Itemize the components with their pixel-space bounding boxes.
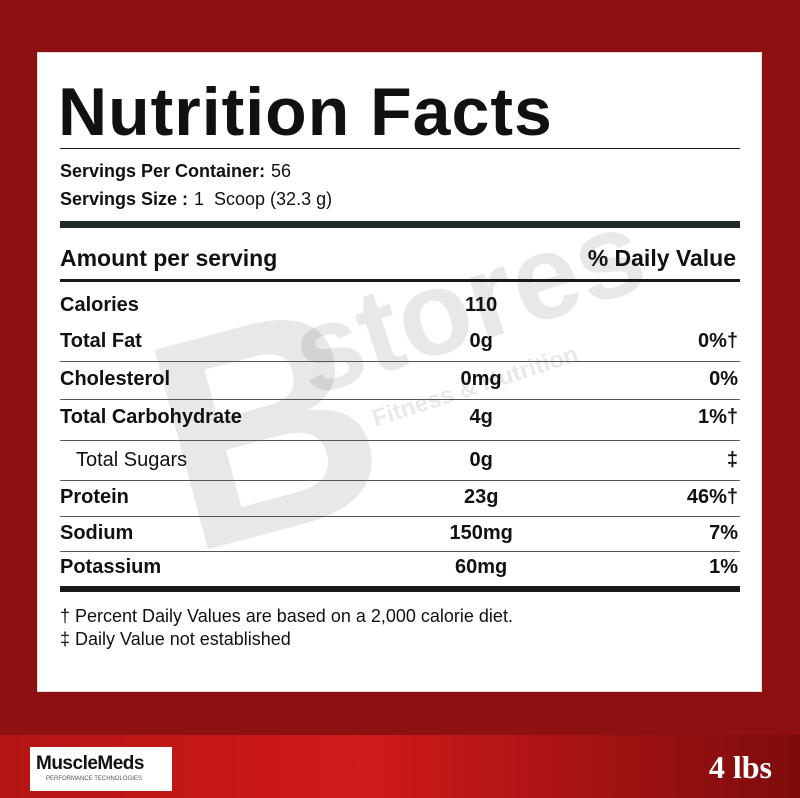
nutrient-amount: 23g	[464, 486, 499, 508]
row-rule	[60, 479, 740, 481]
daily-value: 7%	[709, 522, 738, 544]
daily-value: 0%†	[697, 330, 738, 352]
row-rule	[60, 551, 740, 552]
brand-logo: MuscleMeds PERFORMANCE TECHNOLOGIES	[30, 747, 172, 791]
rule	[60, 279, 740, 282]
nutrient-name: Sodium	[60, 522, 134, 544]
footer-strip: MuscleMeds PERFORMANCE TECHNOLOGIES 4 lb…	[0, 735, 800, 798]
brand-name: MuscleMeds	[36, 753, 144, 774]
nutrient-name: Calories	[60, 294, 139, 316]
nutrient-amount: 0mg	[460, 368, 502, 390]
serving-value: 56	[271, 161, 292, 181]
title: Nutrition Facts	[58, 74, 553, 150]
nutrient-amount: 110	[465, 294, 498, 316]
row-rule	[60, 399, 740, 400]
nutrient-name: Cholesterol	[60, 368, 171, 390]
nutrient-amount: 0g	[469, 330, 493, 352]
rule	[60, 221, 740, 228]
nutrient-name: Potassium	[60, 556, 162, 578]
nutrient-name: Protein	[60, 486, 129, 508]
serving-value: 1 Scoop (32.3 g)	[194, 189, 333, 209]
row-rule	[60, 516, 740, 517]
header-left: Amount per serving	[60, 245, 278, 271]
footnote: † Percent Daily Values are based on a 2,…	[60, 606, 513, 626]
brand-tagline: PERFORMANCE TECHNOLOGIES	[46, 776, 142, 782]
daily-value: 1%	[709, 556, 738, 578]
nutrient-name: Total Fat	[60, 330, 142, 352]
serving-label: Servings Size :	[60, 189, 189, 209]
footnote: ‡ Daily Value not established	[60, 629, 291, 649]
rule	[60, 586, 740, 592]
nutrient-amount: 0g	[469, 449, 493, 471]
daily-value: 0%	[709, 368, 738, 390]
nutrition-panel: B stores Fitness & Nutrition Nutrition F…	[37, 52, 762, 692]
header-right: % Daily Value	[587, 245, 736, 271]
row-rule	[60, 439, 740, 441]
serving-label: Servings Per Container:	[60, 161, 266, 181]
nutrient-amount: 60mg	[455, 556, 508, 578]
nutrient-amount: 150mg	[449, 522, 513, 544]
daily-value: 46%†	[686, 486, 738, 508]
nutrient-name: Total Carbohydrate	[60, 406, 242, 428]
nutrient-amount: 4g	[469, 406, 493, 428]
row-rule	[60, 361, 740, 362]
daily-value: ‡	[726, 449, 738, 471]
nutrient-name: Total Sugars	[76, 449, 188, 471]
size-label: 4 lbs	[708, 749, 772, 785]
daily-value: 1%†	[697, 406, 738, 428]
rule	[60, 148, 740, 149]
